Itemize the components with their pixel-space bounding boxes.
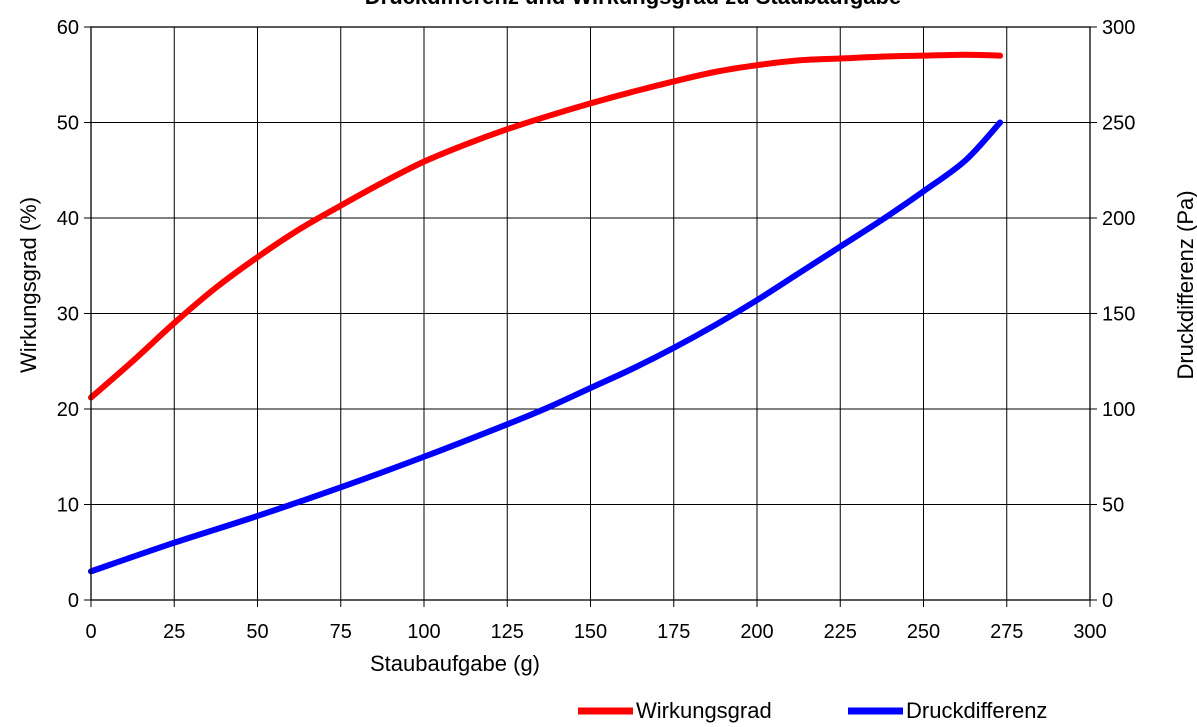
y-right-tick-label: 250: [1102, 113, 1135, 135]
x-tick-label: 175: [657, 621, 690, 643]
y-left-tick-label: 60: [57, 17, 79, 39]
x-tick-label: 100: [407, 621, 440, 643]
grid: [91, 27, 1090, 600]
y-left-tick-label: 40: [57, 208, 79, 230]
x-tick-label: 75: [330, 621, 352, 643]
y-axis-label-left: Wirkungsgrad (%): [16, 197, 41, 373]
x-tick-label: 125: [491, 621, 524, 643]
legend-label-druckdifferenz: Druckdifferenz: [906, 698, 1047, 723]
x-tick-label: 300: [1073, 621, 1106, 643]
series-group: [88, 51, 1004, 575]
y-right-tick-label: 150: [1102, 304, 1135, 326]
y-left-tick-label: 10: [57, 495, 79, 517]
legend: Wirkungsgrad Druckdifferenz: [578, 698, 1047, 723]
y-right-tick-label: 100: [1102, 399, 1135, 421]
y-right-tick-label: 50: [1102, 495, 1124, 517]
x-tick-label: 0: [85, 621, 96, 643]
x-tick-label: 50: [246, 621, 268, 643]
y-left-tick-label: 50: [57, 113, 79, 135]
chart-title: Druckdifferenz und Wirkungsgrad zu Staub…: [365, 0, 901, 9]
x-axis-label: Staubaufgabe (g): [370, 651, 540, 676]
axes: [84, 26, 1097, 607]
y-right-tick-label: 300: [1102, 17, 1135, 39]
plot-frame: [90, 26, 1091, 601]
x-tick-label: 150: [574, 621, 607, 643]
x-tick-label: 200: [740, 621, 773, 643]
y-axis-label-right: Druckdifferenz (Pa): [1173, 190, 1197, 379]
tick-labels: 0 25 50 75 100 125 150 175 200 225 250 275 300010203…: [57, 17, 1136, 643]
x-tick-label: 225: [824, 621, 857, 643]
series-line-wirkungsgrad: [88, 51, 1004, 401]
y-left-tick-label: 30: [57, 304, 79, 326]
x-tick-label: 25: [163, 621, 185, 643]
y-left-tick-label: 20: [57, 399, 79, 421]
x-tick-label: 250: [907, 621, 940, 643]
legend-label-wirkungsgrad: Wirkungsgrad: [636, 698, 772, 723]
y-right-tick-label: 200: [1102, 208, 1135, 230]
x-tick-label: 275: [990, 621, 1023, 643]
series-line-druckdifferenz: [88, 119, 1004, 575]
y-right-tick-label: 0: [1102, 590, 1113, 612]
y-left-tick-label: 0: [68, 590, 79, 612]
